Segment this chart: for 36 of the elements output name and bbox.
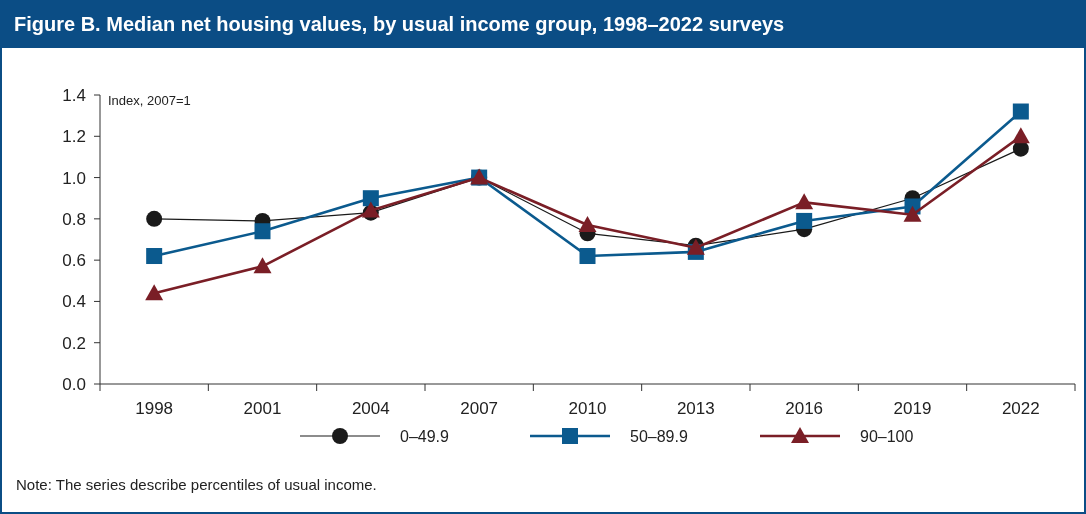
x-tick-label: 2019: [893, 399, 932, 418]
x-tick-label: 2022: [1001, 399, 1040, 418]
x-tick-label: 2004: [351, 399, 390, 418]
point: [146, 248, 163, 265]
y-tick-label: 1.4: [62, 85, 86, 105]
x-tick-label: 2007: [460, 399, 499, 418]
point: [1012, 103, 1029, 120]
y-tick-label: 1.2: [62, 127, 86, 147]
y-tick-label: 0.8: [62, 209, 86, 229]
point: [146, 210, 163, 227]
x-tick-label: 2001: [243, 399, 282, 418]
y-tick-label: 1.0: [62, 168, 86, 188]
legend-label: 90–100: [860, 427, 914, 445]
y-tick-label: 0.4: [62, 292, 86, 312]
y-tick-label: 0.6: [62, 251, 86, 271]
point: [145, 284, 164, 301]
text: Note: The series describe percentiles of usual income.: [16, 476, 377, 493]
point: [796, 212, 813, 229]
point: [795, 193, 814, 210]
point: [579, 248, 596, 265]
point: [578, 216, 597, 233]
x-tick-label: 2013: [676, 399, 715, 418]
point: [254, 223, 271, 240]
chart-title: Figure B. Median net housing values, by usual income group, 1998–2022 surveys: [14, 13, 785, 35]
y-axis-title: Index, 2007=1: [108, 93, 191, 108]
point: [253, 257, 272, 274]
x-tick-label: 1998: [135, 399, 174, 418]
legend-label: 0–49.9: [400, 427, 450, 445]
y-tick-label: 0.0: [62, 374, 86, 394]
y-tick-label: 0.2: [62, 333, 86, 353]
legend-label: 50–89.9: [630, 427, 688, 445]
point: [1011, 127, 1030, 144]
x-tick-label: 2010: [568, 399, 607, 418]
point: [362, 190, 379, 207]
x-tick-label: 2016: [785, 399, 824, 418]
point: [903, 205, 922, 222]
